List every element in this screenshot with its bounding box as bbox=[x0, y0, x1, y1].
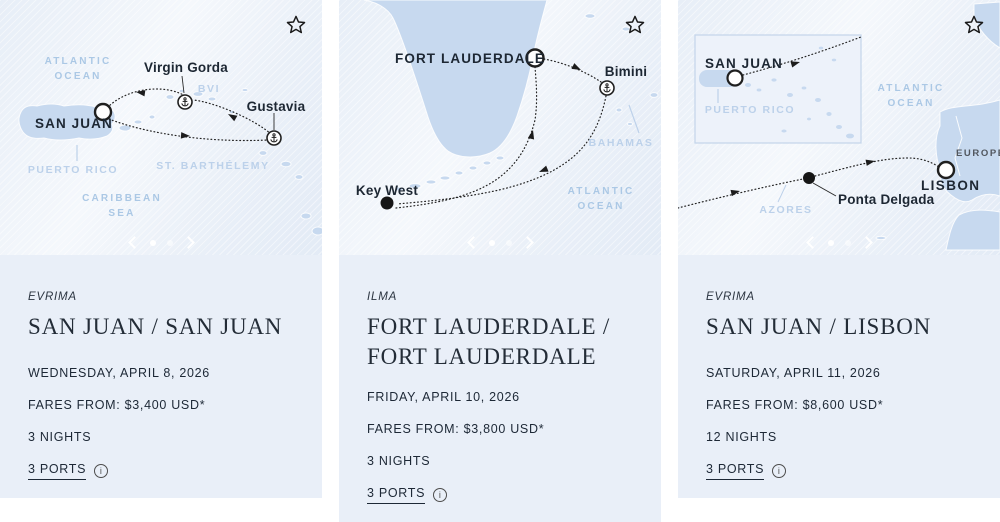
nights-count: 3 NIGHTS bbox=[28, 430, 92, 444]
cruise-info: SATURDAY, APRIL 11, 2026 FARES FROM: $8,… bbox=[706, 348, 972, 480]
star-icon bbox=[625, 15, 645, 33]
carousel-dot-1[interactable] bbox=[488, 239, 495, 246]
ship-name: EVRIMA bbox=[28, 291, 77, 303]
ship-name: ILMA bbox=[367, 291, 398, 303]
land-puerto-rico bbox=[18, 88, 322, 236]
itinerary-map-atlantic: SAN JUAN PUERTO RICO ATLANTIC OCEAN EURO… bbox=[678, 0, 1000, 255]
carousel-next-icon[interactable] bbox=[859, 236, 873, 249]
carousel-prev-icon[interactable] bbox=[127, 236, 141, 249]
ports-link[interactable]: 3 PORTS bbox=[28, 462, 87, 480]
leader-ponta-delgada bbox=[812, 182, 837, 197]
map-carousel bbox=[678, 236, 1000, 249]
carousel-dot-2[interactable] bbox=[505, 239, 512, 246]
cruise-details: EVRIMA SAN JUAN / SAN JUAN WEDNESDAY, AP… bbox=[0, 255, 322, 498]
favorite-star-button[interactable] bbox=[961, 13, 987, 39]
land-europe-africa bbox=[875, 1, 1000, 251]
carousel-dot-2[interactable] bbox=[844, 239, 851, 246]
port-marker-lisbon bbox=[936, 160, 956, 180]
map-carousel bbox=[339, 236, 661, 249]
port-marker-key-west bbox=[380, 196, 394, 210]
cruise-card-fort-lauderdale[interactable]: FORT LAUDERDALE Bimini Key West BAHAMAS … bbox=[339, 0, 661, 522]
itinerary-title: FORT LAUDERDALE / FORT LAUDERDALE bbox=[367, 314, 611, 369]
route-arrows bbox=[527, 63, 581, 172]
leader-azores bbox=[777, 184, 787, 203]
info-icon[interactable]: i bbox=[772, 464, 787, 478]
departure-date: SATURDAY, APRIL 11, 2026 bbox=[706, 366, 881, 380]
port-marker-fort-lauderdale bbox=[525, 48, 545, 68]
star-icon bbox=[286, 15, 306, 33]
fare-from: FARES FROM: $3,800 USD* bbox=[367, 421, 545, 436]
cruise-info: WEDNESDAY, APRIL 8, 2026 FARES FROM: $3,… bbox=[28, 348, 294, 480]
itinerary-map-florida: FORT LAUDERDALE Bimini Key West BAHAMAS … bbox=[339, 0, 661, 255]
carousel-prev-icon[interactable] bbox=[466, 236, 480, 249]
map-graphic bbox=[18, 75, 322, 236]
cruise-info: FRIDAY, APRIL 10, 2026 FARES FROM: $3,80… bbox=[367, 372, 633, 504]
map-graphic bbox=[363, 0, 659, 210]
star-icon bbox=[964, 15, 984, 33]
info-icon[interactable]: i bbox=[94, 464, 109, 478]
route-arrows bbox=[136, 90, 238, 139]
ports-link[interactable]: 3 PORTS bbox=[367, 486, 426, 504]
cruise-details: ILMA FORT LAUDERDALE / FORT LAUDERDALE F… bbox=[339, 255, 661, 522]
port-marker-ponta-delgada bbox=[803, 172, 815, 184]
land-florida bbox=[363, 0, 659, 192]
fare-from: FARES FROM: $3,400 USD* bbox=[28, 398, 206, 412]
nights-count: 3 NIGHTS bbox=[367, 453, 431, 468]
map-graphic bbox=[678, 1, 1000, 251]
port-marker-san-juan bbox=[726, 69, 744, 87]
ports-link[interactable]: 3 PORTS bbox=[706, 462, 765, 480]
carousel-dot-1[interactable] bbox=[827, 239, 834, 246]
nights-count: 12 NIGHTS bbox=[706, 430, 777, 444]
map-carousel bbox=[0, 236, 322, 249]
info-icon[interactable]: i bbox=[433, 487, 448, 502]
cruise-card-san-juan-lisbon[interactable]: SAN JUAN PUERTO RICO ATLANTIC OCEAN EURO… bbox=[678, 0, 1000, 498]
favorite-star-button[interactable] bbox=[283, 13, 309, 39]
favorite-star-button[interactable] bbox=[622, 13, 648, 39]
fare-from: FARES FROM: $8,600 USD* bbox=[706, 398, 884, 412]
carousel-next-icon[interactable] bbox=[520, 236, 534, 249]
itinerary-title: SAN JUAN / SAN JUAN bbox=[28, 314, 283, 339]
leader-bahamas bbox=[628, 104, 640, 134]
port-marker-san-juan bbox=[93, 102, 113, 122]
itinerary-map-caribbean: ATLANTIC OCEAN Virgin Gorda Gustavia BVI… bbox=[0, 0, 322, 255]
anchor-marker-virgin-gorda bbox=[177, 94, 193, 110]
carousel-prev-icon[interactable] bbox=[805, 236, 819, 249]
carousel-dot-2[interactable] bbox=[166, 239, 173, 246]
cruise-card-san-juan-san-juan[interactable]: ATLANTIC OCEAN Virgin Gorda Gustavia BVI… bbox=[0, 0, 322, 498]
departure-date: WEDNESDAY, APRIL 8, 2026 bbox=[28, 366, 210, 380]
itinerary-title: SAN JUAN / LISBON bbox=[706, 314, 932, 339]
route-arrows bbox=[730, 159, 875, 197]
leader-virgin-gorda bbox=[181, 75, 185, 94]
route-lines bbox=[108, 88, 272, 142]
carousel-next-icon[interactable] bbox=[181, 236, 195, 249]
border-portugal-spain bbox=[954, 115, 963, 177]
ship-name: EVRIMA bbox=[706, 291, 755, 303]
anchor-marker-gustavia bbox=[266, 130, 282, 146]
inset-map bbox=[694, 34, 862, 144]
cruise-details: EVRIMA SAN JUAN / LISBON SATURDAY, APRIL… bbox=[678, 255, 1000, 498]
carousel-dot-1[interactable] bbox=[149, 239, 156, 246]
route-lines bbox=[678, 157, 940, 209]
anchor-marker-bimini bbox=[599, 80, 615, 96]
departure-date: FRIDAY, APRIL 10, 2026 bbox=[367, 389, 520, 404]
